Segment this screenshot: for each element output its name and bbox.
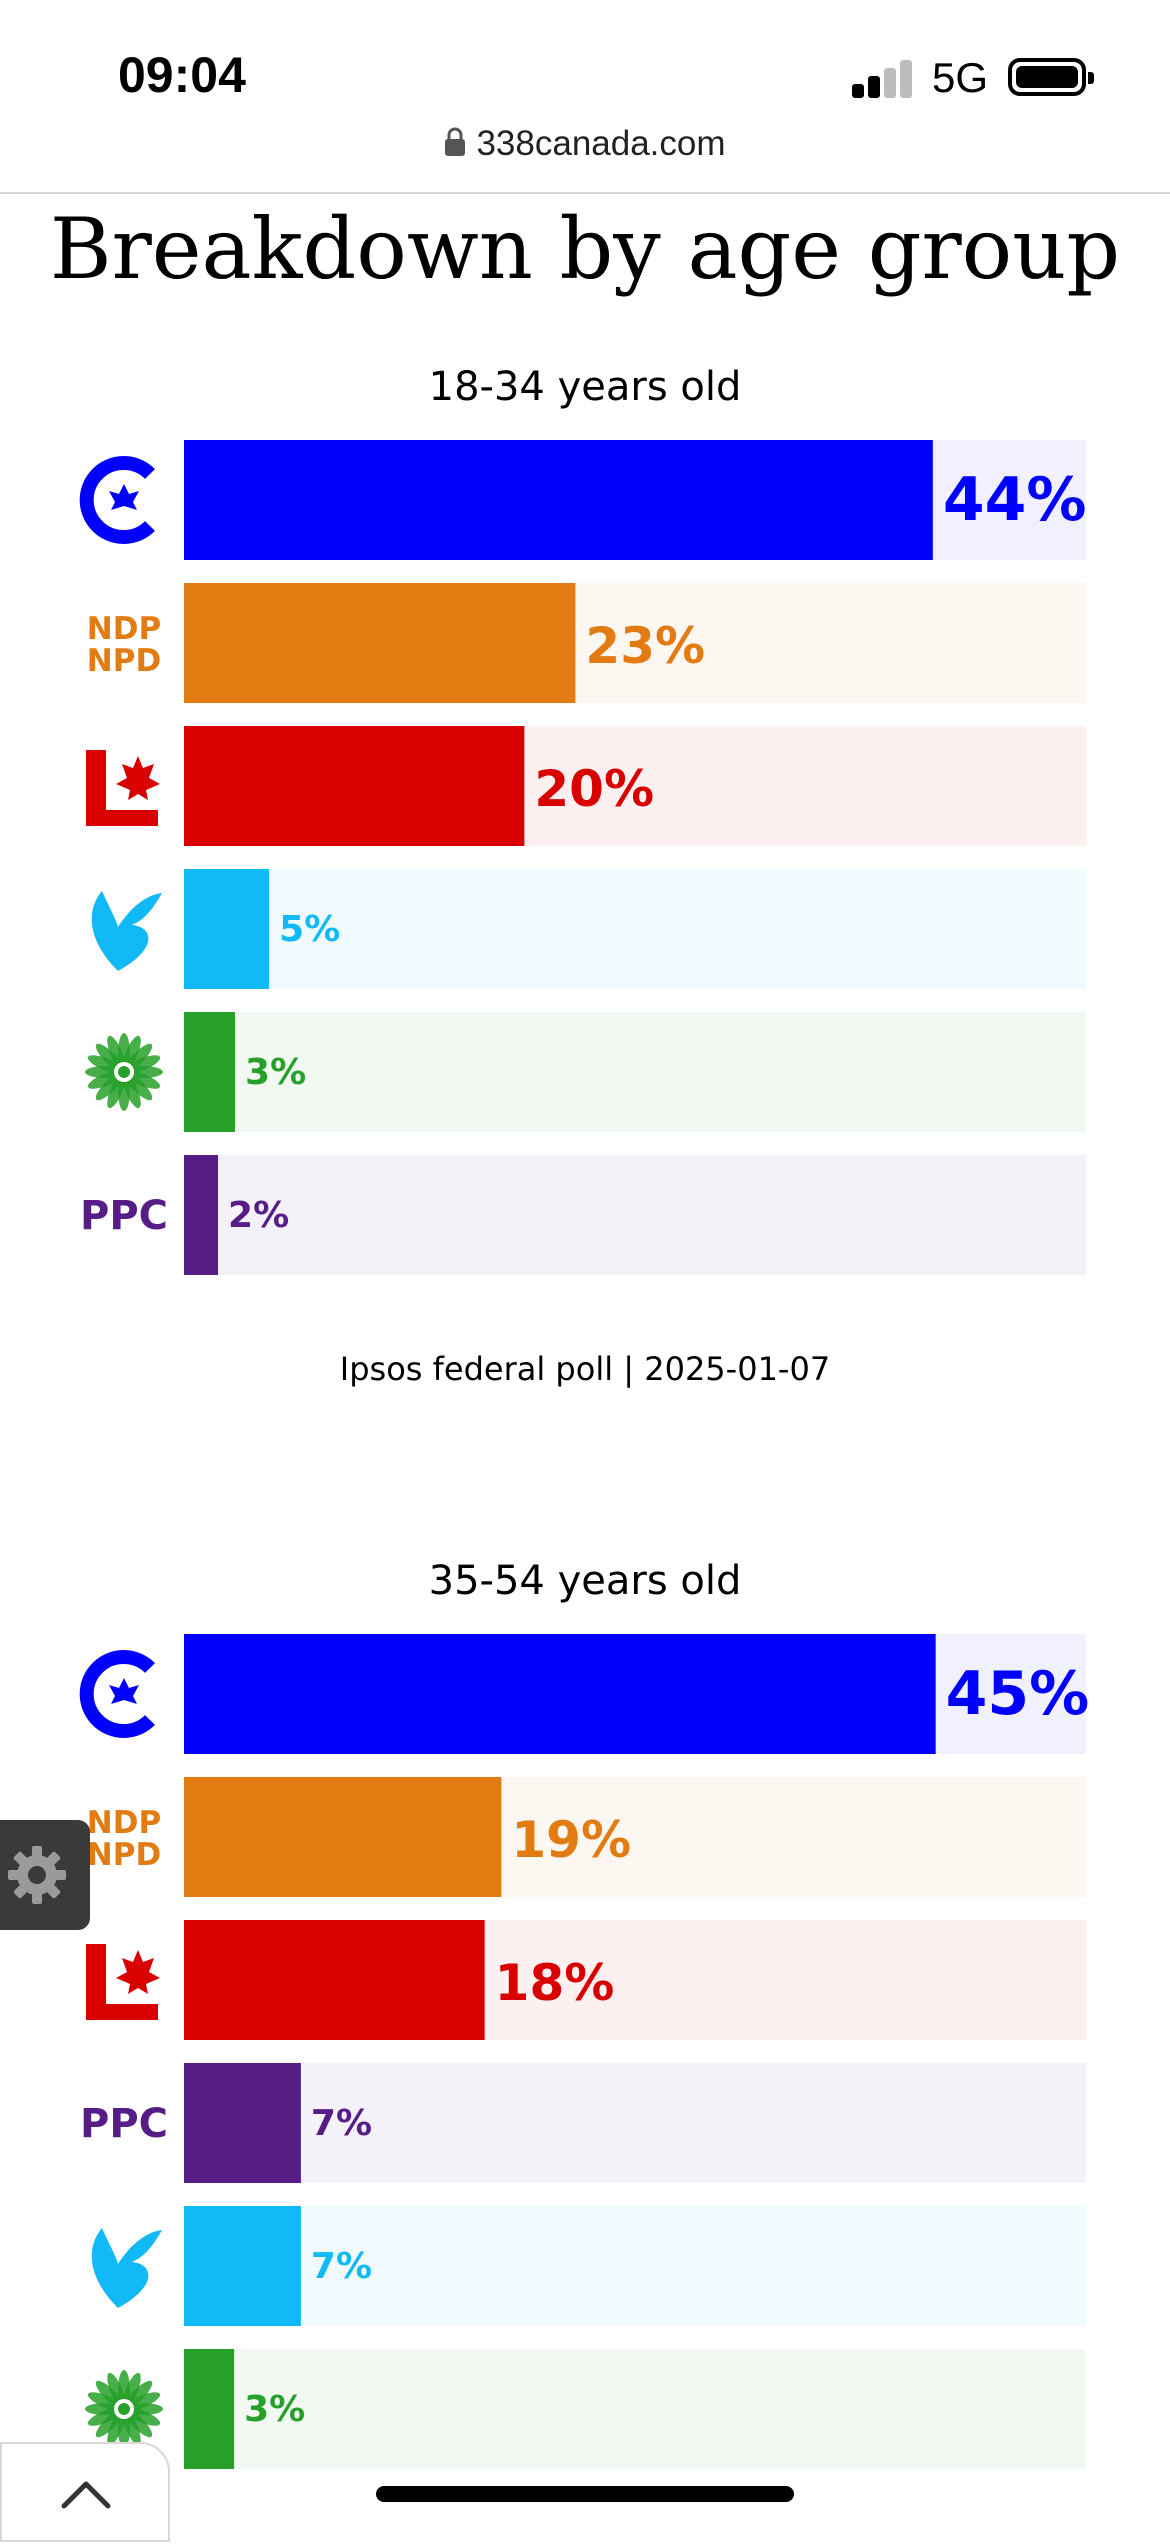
chart-title-18-34: 18-34 years old: [428, 364, 742, 410]
gear-icon: [8, 1846, 66, 1904]
data-label: 7%: [311, 2103, 372, 2144]
lpc-logo-icon: [86, 1944, 160, 2020]
bq-logo-icon: [91, 2228, 162, 2308]
svg-text:NPD: NPD: [87, 643, 161, 679]
url-text: 338canada.com: [476, 124, 726, 163]
data-label: 23%: [585, 617, 705, 675]
bar-cpc: [184, 1634, 936, 1754]
battery-icon: [1008, 58, 1094, 96]
browser-divider: [0, 192, 1170, 194]
gpc-logo-icon: [85, 1033, 163, 1111]
home-indicator: [376, 2486, 794, 2502]
bar-track: [184, 2349, 1086, 2469]
data-label: 2%: [228, 1195, 289, 1236]
svg-text:NDP: NDP: [87, 1805, 161, 1841]
lpc-logo-icon: [86, 750, 160, 826]
data-label: 45%: [946, 1659, 1090, 1729]
signal-icon: [852, 58, 914, 98]
bar-row-cpc: 45%: [79, 1634, 1090, 1754]
bar-ndp: [184, 583, 576, 703]
bar-ppc: [184, 1155, 219, 1275]
ppc-logo-icon: PPC: [80, 1193, 168, 1239]
network-label: 5G: [932, 54, 989, 101]
svg-text:PPC: PPC: [80, 2101, 168, 2147]
bar-gpc: [184, 2349, 235, 2469]
bar-lpc: [184, 1920, 485, 2040]
svg-text:PPC: PPC: [80, 1193, 168, 1239]
settings-button[interactable]: [0, 1820, 90, 1930]
gpc-logo-icon: [85, 2370, 163, 2448]
data-label: 20%: [534, 760, 654, 818]
data-label: 5%: [279, 909, 340, 950]
bar-row-lpc: 20%: [86, 726, 1086, 846]
svg-text:NDP: NDP: [87, 611, 161, 647]
lock-icon: [445, 127, 466, 156]
cpc-logo-icon: [79, 456, 155, 544]
cpc-logo-icon: [79, 1650, 155, 1738]
data-label: 44%: [943, 465, 1087, 535]
bar-row-gpc: 3%: [85, 2349, 1086, 2469]
bar-row-cpc: 44%: [79, 440, 1087, 560]
bar-track: [184, 869, 1086, 989]
bar-ndp: [184, 1777, 502, 1897]
poll-source: Ipsos federal poll | 2025-01-07: [339, 1350, 831, 1388]
chart-title-35-54: 35-54 years old: [428, 1558, 742, 1604]
data-label: 18%: [495, 1954, 615, 2012]
bar-row-bq: 5%: [91, 869, 1086, 989]
data-label: 19%: [511, 1811, 631, 1869]
data-label: 7%: [311, 2246, 372, 2287]
svg-text:NPD: NPD: [87, 1837, 161, 1873]
bar-track: [184, 2206, 1086, 2326]
bar-bq: [184, 869, 270, 989]
bar-row-ppc: 7% PPC: [80, 2063, 1086, 2183]
page-title: Breakdown by age group: [49, 200, 1121, 298]
url-bar[interactable]: 338canada.com: [0, 124, 1170, 164]
bar-track: [184, 1155, 1086, 1275]
data-label: 3%: [245, 1052, 306, 1093]
status-time: 09:04: [118, 47, 246, 103]
bar-row-ppc: 2% PPC: [80, 1155, 1086, 1275]
data-label: 3%: [244, 2389, 305, 2430]
bar-ppc: [184, 2063, 301, 2183]
bar-row-gpc: 3%: [85, 1012, 1086, 1132]
status-bar: 09:04 5G: [0, 0, 1170, 140]
bar-row-lpc: 18%: [86, 1920, 1086, 2040]
bar-gpc: [184, 1012, 236, 1132]
bar-bq: [184, 2206, 301, 2326]
bar-track: [184, 1012, 1086, 1132]
collapse-toolbar-button[interactable]: [0, 2442, 170, 2542]
bar-row-bq: 7%: [91, 2206, 1086, 2326]
bq-logo-icon: [91, 891, 162, 971]
ppc-logo-icon: PPC: [80, 2101, 168, 2147]
bar-lpc: [184, 726, 525, 846]
chevron-up-icon: [61, 2481, 111, 2509]
bar-cpc: [184, 440, 933, 560]
bar-track: [184, 2063, 1086, 2183]
